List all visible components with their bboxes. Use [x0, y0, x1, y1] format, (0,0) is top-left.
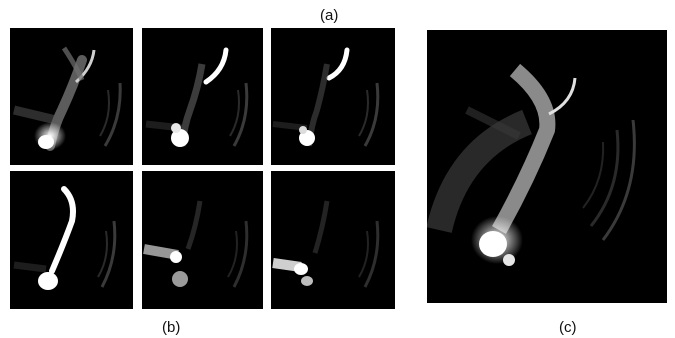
panel-b-6 [271, 171, 395, 309]
panel-b-1 [10, 28, 133, 165]
label-b: (b) [162, 319, 181, 336]
label-a: (a) [320, 7, 339, 24]
panel-b-5 [142, 171, 263, 309]
panel-b-4 [10, 171, 133, 309]
panel-b-3 [271, 28, 395, 165]
panel-b-2 [142, 28, 263, 165]
label-c: (c) [559, 319, 577, 336]
panel-c [427, 30, 667, 303]
